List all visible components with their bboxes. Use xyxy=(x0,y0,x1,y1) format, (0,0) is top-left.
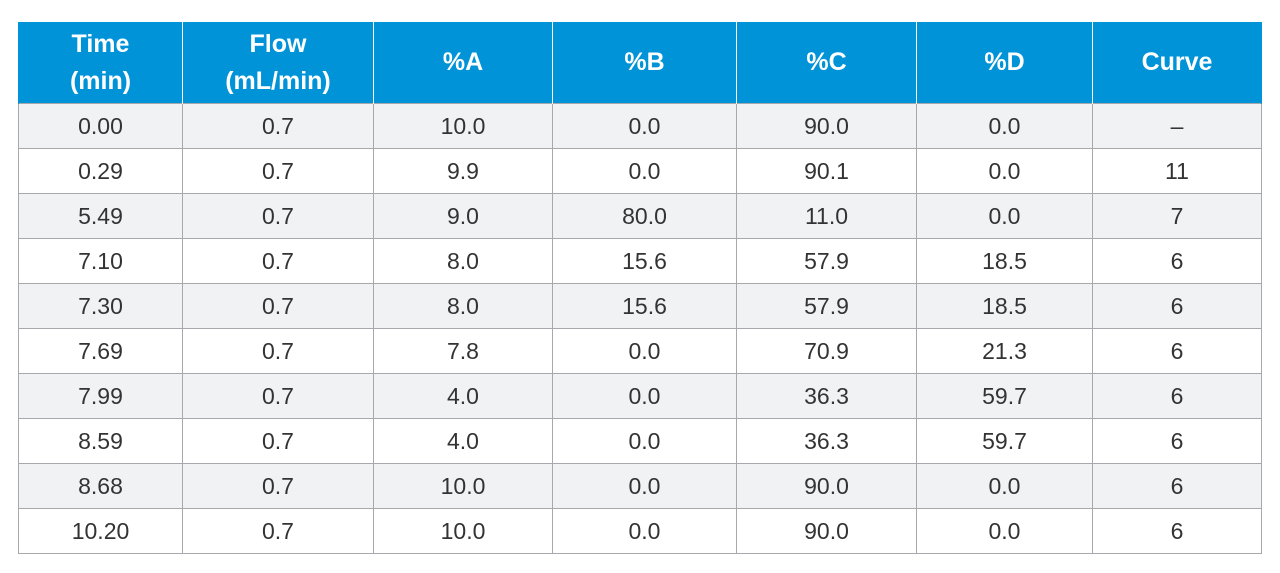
cell-percent-a: 10.0 xyxy=(373,508,553,554)
cell-flow: 0.7 xyxy=(182,283,374,329)
cell-curve: 6 xyxy=(1092,508,1262,554)
cell-curve: – xyxy=(1092,103,1262,149)
cell-percent-d: 0.0 xyxy=(916,463,1093,509)
table-row: 8.59 0.7 4.0 0.0 36.3 59.7 6 xyxy=(18,418,1262,464)
cell-percent-c: 90.0 xyxy=(736,103,917,149)
gradient-table: Time (min) Flow (mL/min) %A %B %C %D Cur… xyxy=(18,22,1262,554)
cell-percent-d: 59.7 xyxy=(916,373,1093,419)
table-row: 7.30 0.7 8.0 15.6 57.9 18.5 6 xyxy=(18,283,1262,329)
cell-percent-b: 15.6 xyxy=(552,283,737,329)
cell-percent-a: 9.0 xyxy=(373,193,553,239)
cell-flow: 0.7 xyxy=(182,103,374,149)
cell-percent-d: 0.0 xyxy=(916,103,1093,149)
header-percent-b: %B xyxy=(552,22,737,104)
cell-percent-c: 57.9 xyxy=(736,283,917,329)
cell-percent-d: 0.0 xyxy=(916,508,1093,554)
table-row: 10.20 0.7 10.0 0.0 90.0 0.0 6 xyxy=(18,508,1262,554)
cell-flow: 0.7 xyxy=(182,238,374,284)
cell-time: 0.29 xyxy=(18,148,183,194)
cell-percent-c: 70.9 xyxy=(736,328,917,374)
cell-time: 7.10 xyxy=(18,238,183,284)
cell-curve: 6 xyxy=(1092,463,1262,509)
cell-flow: 0.7 xyxy=(182,148,374,194)
cell-percent-b: 15.6 xyxy=(552,238,737,284)
header-percent-d: %D xyxy=(916,22,1093,104)
cell-curve: 11 xyxy=(1092,148,1262,194)
cell-percent-c: 11.0 xyxy=(736,193,917,239)
table-row: 8.68 0.7 10.0 0.0 90.0 0.0 6 xyxy=(18,463,1262,509)
cell-percent-c: 90.1 xyxy=(736,148,917,194)
cell-percent-d: 0.0 xyxy=(916,148,1093,194)
header-time: Time (min) xyxy=(18,22,183,104)
cell-percent-a: 4.0 xyxy=(373,418,553,464)
cell-curve: 6 xyxy=(1092,238,1262,284)
header-percent-a: %A xyxy=(373,22,553,104)
cell-curve: 6 xyxy=(1092,373,1262,419)
cell-time: 7.30 xyxy=(18,283,183,329)
cell-percent-a: 9.9 xyxy=(373,148,553,194)
cell-flow: 0.7 xyxy=(182,373,374,419)
table-row: 7.69 0.7 7.8 0.0 70.9 21.3 6 xyxy=(18,328,1262,374)
cell-curve: 6 xyxy=(1092,283,1262,329)
cell-percent-b: 0.0 xyxy=(552,463,737,509)
cell-percent-d: 0.0 xyxy=(916,193,1093,239)
cell-percent-a: 8.0 xyxy=(373,238,553,284)
cell-percent-d: 18.5 xyxy=(916,283,1093,329)
table-row: 5.49 0.7 9.0 80.0 11.0 0.0 7 xyxy=(18,193,1262,239)
cell-time: 0.00 xyxy=(18,103,183,149)
cell-percent-b: 0.0 xyxy=(552,328,737,374)
cell-flow: 0.7 xyxy=(182,508,374,554)
cell-percent-b: 0.0 xyxy=(552,103,737,149)
cell-time: 7.69 xyxy=(18,328,183,374)
cell-percent-a: 7.8 xyxy=(373,328,553,374)
table-row: 0.00 0.7 10.0 0.0 90.0 0.0 – xyxy=(18,103,1262,149)
header-percent-c: %C xyxy=(736,22,917,104)
cell-percent-b: 0.0 xyxy=(552,508,737,554)
cell-curve: 7 xyxy=(1092,193,1262,239)
cell-percent-d: 21.3 xyxy=(916,328,1093,374)
cell-flow: 0.7 xyxy=(182,328,374,374)
cell-percent-b: 0.0 xyxy=(552,418,737,464)
cell-flow: 0.7 xyxy=(182,463,374,509)
cell-percent-c: 57.9 xyxy=(736,238,917,284)
cell-percent-b: 0.0 xyxy=(552,373,737,419)
cell-percent-a: 4.0 xyxy=(373,373,553,419)
table-row: 7.10 0.7 8.0 15.6 57.9 18.5 6 xyxy=(18,238,1262,284)
cell-percent-b: 0.0 xyxy=(552,148,737,194)
header-flow: Flow (mL/min) xyxy=(182,22,374,104)
table-row: 0.29 0.7 9.9 0.0 90.1 0.0 11 xyxy=(18,148,1262,194)
cell-time: 7.99 xyxy=(18,373,183,419)
cell-percent-c: 90.0 xyxy=(736,508,917,554)
header-row: Time (min) Flow (mL/min) %A %B %C %D Cur… xyxy=(18,22,1262,104)
cell-time: 8.68 xyxy=(18,463,183,509)
cell-percent-b: 80.0 xyxy=(552,193,737,239)
cell-flow: 0.7 xyxy=(182,193,374,239)
table-body: 0.00 0.7 10.0 0.0 90.0 0.0 – 0.29 0.7 9.… xyxy=(18,103,1262,554)
cell-percent-c: 36.3 xyxy=(736,373,917,419)
cell-curve: 6 xyxy=(1092,418,1262,464)
cell-time: 8.59 xyxy=(18,418,183,464)
cell-percent-a: 8.0 xyxy=(373,283,553,329)
cell-percent-a: 10.0 xyxy=(373,103,553,149)
cell-percent-c: 36.3 xyxy=(736,418,917,464)
cell-time: 10.20 xyxy=(18,508,183,554)
header-curve: Curve xyxy=(1092,22,1262,104)
table-row: 7.99 0.7 4.0 0.0 36.3 59.7 6 xyxy=(18,373,1262,419)
cell-flow: 0.7 xyxy=(182,418,374,464)
cell-percent-d: 18.5 xyxy=(916,238,1093,284)
cell-curve: 6 xyxy=(1092,328,1262,374)
cell-time: 5.49 xyxy=(18,193,183,239)
cell-percent-c: 90.0 xyxy=(736,463,917,509)
cell-percent-d: 59.7 xyxy=(916,418,1093,464)
cell-percent-a: 10.0 xyxy=(373,463,553,509)
